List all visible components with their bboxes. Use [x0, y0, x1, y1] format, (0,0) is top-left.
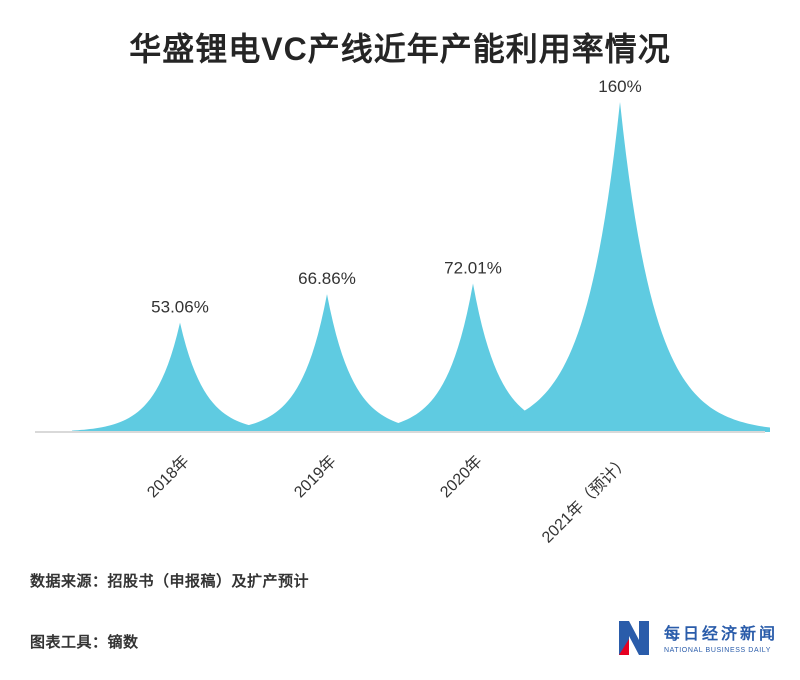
data-source-note: 数据来源：招股书（申报稿）及扩产预计 — [30, 573, 310, 590]
x-axis-label-2: 2020年 — [437, 452, 486, 501]
value-label-3: 160% — [598, 77, 641, 96]
nbd-logo-icon — [618, 621, 649, 655]
peak-area-2 — [359, 283, 587, 432]
value-label-0: 53.06% — [151, 298, 209, 317]
logo-text-cn: 每日经济新闻 — [663, 626, 778, 643]
nbd-logo-text: 每日经济新闻 NATIONAL BUSINESS DAILY — [664, 620, 778, 654]
chart-title: 华盛锂电VC产线近年产能利用率情况 — [129, 31, 671, 67]
x-axis-label-0: 2018年 — [144, 452, 193, 501]
value-label-1: 66.86% — [298, 269, 356, 288]
chart-tool-note: 图表工具：镝数 — [30, 634, 139, 651]
peak-area-1 — [213, 294, 441, 432]
peak-area-3 — [470, 102, 770, 432]
nbd-logo: 每日经济新闻 NATIONAL BUSINESS DAILY — [610, 614, 778, 660]
capacity-utilization-chart: 53.06% 2018年 66.86% 2019年 72.01% 2020年 160% 202… — [35, 77, 770, 547]
peak-area-0 — [72, 322, 288, 432]
logo-text-en: NATIONAL BUSINESS DAILY — [663, 647, 772, 654]
x-axis-label-3: 2021年（预计） — [538, 452, 632, 546]
value-label-2: 72.01% — [444, 258, 502, 277]
x-axis-label-1: 2019年 — [291, 452, 340, 501]
